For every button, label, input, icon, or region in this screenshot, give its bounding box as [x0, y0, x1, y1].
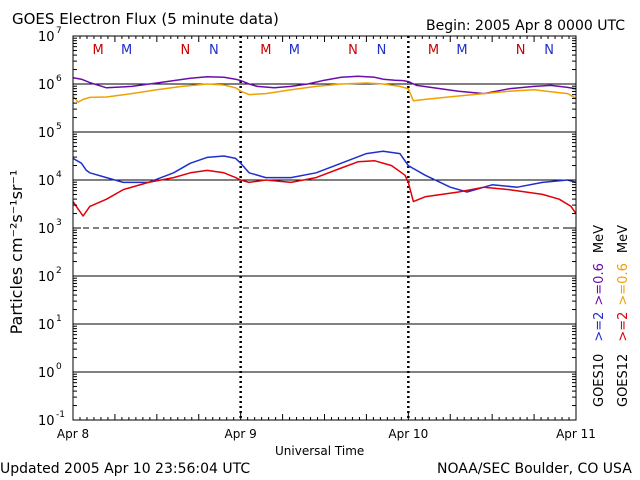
x-tick-label: Apr 9 [225, 427, 257, 441]
marker-n: N [209, 43, 219, 58]
y-tick-exponent: 4 [56, 170, 62, 180]
series-lines [72, 75, 577, 217]
marker-m: M [428, 43, 439, 58]
y-tick-label: 10 [38, 78, 55, 93]
series-line-2 [72, 82, 577, 103]
x-axis-label: Universal Time [275, 444, 364, 458]
y-tick-label: 10 [38, 30, 55, 45]
y-tick-label: 10 [38, 318, 55, 333]
series-line-4 [72, 160, 577, 217]
y-tick-label: 10 [38, 270, 55, 285]
marker-n: N [377, 43, 387, 58]
series-line-3 [72, 150, 577, 193]
legend-high-threshold: >=0.6 [616, 263, 631, 305]
plot-grid [73, 36, 576, 420]
marker-m: M [121, 43, 132, 58]
y-tick-exponent: -1 [56, 410, 65, 420]
marker-m: M [260, 43, 271, 58]
legend: GOES10 >=2 >=0.6 MeV GOES12 >=2 >=0.6 MeV [592, 225, 631, 407]
legend-goes12: GOES12 >=2 >=0.6 MeV [616, 225, 631, 407]
legend-unit: MeV [592, 225, 607, 253]
legend-unit: MeV [616, 225, 631, 253]
marker-n: N [180, 43, 190, 58]
legend-low-threshold: >=2 [616, 312, 631, 342]
marker-m: M [289, 43, 300, 58]
y-tick-exponent: 6 [56, 74, 62, 84]
legend-satellite: GOES12 [616, 354, 631, 407]
y-tick-exponent: 0 [56, 362, 62, 372]
y-tick-label: 10 [38, 174, 55, 189]
marker-n: N [516, 43, 526, 58]
y-tick-label: 10 [38, 126, 55, 141]
x-tick-label: Apr 11 [556, 427, 596, 441]
y-tick-label: 10 [38, 366, 55, 381]
legend-satellite: GOES10 [592, 354, 607, 407]
x-tick-label: Apr 8 [57, 427, 89, 441]
y-tick-exponent: 3 [56, 218, 62, 228]
marker-m: M [93, 43, 104, 58]
source-text: NOAA/SEC Boulder, CO USA [437, 461, 632, 477]
legend-goes10: GOES10 >=2 >=0.6 MeV [592, 225, 607, 407]
y-tick-exponent: 7 [56, 26, 62, 36]
y-tick-exponent: 2 [56, 266, 62, 276]
marker-m: M [456, 43, 467, 58]
y-tick-label: 10 [38, 414, 55, 429]
marker-n: N [348, 43, 358, 58]
legend-low-threshold: >=2 [592, 312, 607, 342]
series-line-1 [72, 75, 577, 95]
begin-label: Begin: 2005 Apr 8 0000 UTC [426, 18, 625, 34]
legend-high-threshold: >=0.6 [592, 263, 607, 305]
x-tick-label: Apr 10 [388, 427, 428, 441]
chart-title: GOES Electron Flux (5 minute data) [12, 10, 279, 28]
y-axis-label: Particles cm⁻²s⁻¹sr⁻¹ [7, 170, 26, 335]
y-tick-exponent: 1 [56, 314, 62, 324]
y-tick-label: 10 [38, 222, 55, 237]
y-tick-exponent: 5 [56, 122, 62, 132]
updated-text: Updated 2005 Apr 10 23:56:04 UTC [0, 461, 250, 477]
marker-n: N [544, 43, 554, 58]
